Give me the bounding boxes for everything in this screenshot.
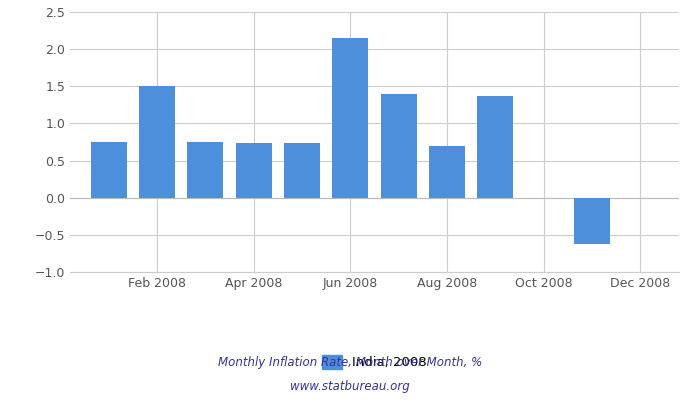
Bar: [574, 198, 610, 244]
Bar: [477, 96, 514, 198]
Bar: [187, 142, 223, 198]
Text: www.statbureau.org: www.statbureau.org: [290, 380, 410, 393]
Bar: [235, 144, 272, 198]
Text: Monthly Inflation Rate, Month over Month, %: Monthly Inflation Rate, Month over Month…: [218, 356, 482, 369]
Bar: [139, 86, 175, 198]
Legend: India, 2008: India, 2008: [316, 350, 433, 375]
Bar: [332, 38, 368, 198]
Bar: [90, 142, 127, 198]
Bar: [284, 144, 320, 198]
Bar: [381, 94, 416, 198]
Bar: [429, 146, 465, 198]
